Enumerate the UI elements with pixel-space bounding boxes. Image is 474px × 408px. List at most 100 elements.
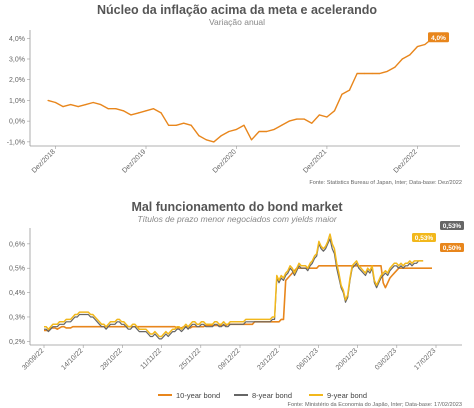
chart1-data-point xyxy=(137,112,140,114)
chart1-data-point xyxy=(54,101,57,104)
chart1-data-point xyxy=(235,128,238,131)
chart1-source: Fonte: Statistics Bureau of Japan, Inter… xyxy=(309,180,462,186)
chart2-plot: 0,6% 0,5% 0,4% 0,3% 0,2%30/09/22 14/10/22 28/1… xyxy=(9,221,464,372)
chart1-data-point xyxy=(258,130,260,133)
chart1-data-point xyxy=(273,128,275,131)
chart2-x-tick-label: 20/01/23 xyxy=(335,347,359,371)
chart1-data-point xyxy=(130,114,132,116)
chart2-x-tick-label: 11/11/22 xyxy=(140,347,164,371)
chart1-end-badge xyxy=(428,32,449,43)
chart2-end-label: 0,53% xyxy=(415,235,434,242)
chart1-data-point xyxy=(213,141,215,143)
chart1-data-point xyxy=(175,124,177,126)
chart1-data-point xyxy=(160,112,162,114)
chart1-data-point xyxy=(341,93,343,95)
chart2-x-tick-label: 23/12/22 xyxy=(256,347,280,371)
chart1-data-point xyxy=(318,114,320,116)
chart1-data-point xyxy=(243,124,245,126)
chart2-y-tick-label: 0,2% xyxy=(9,339,25,346)
chart1-data-point xyxy=(198,135,200,137)
chart2-x-tick-label: 06/01/23 xyxy=(296,347,320,371)
chart1-data-point xyxy=(303,118,305,120)
chart1-data-point xyxy=(394,66,396,68)
chart2-x-tick-label: 25/11/22 xyxy=(178,347,202,371)
chart2-x-tick-label: 30/09/22 xyxy=(21,347,45,371)
chart1-data-point xyxy=(424,43,426,46)
chart1-data-point xyxy=(100,103,102,106)
chart1-data-point xyxy=(70,103,72,106)
chart1-data-point xyxy=(296,118,298,120)
chart2-source: Fonte: Ministério da Economia do Japão, … xyxy=(288,402,462,408)
chart2-subtitle: Títulos de prazo menor negociados com yi… xyxy=(137,214,338,224)
chart2-x-tick-label: 17/02/23 xyxy=(413,347,437,371)
chart2-end-label: 0,53% xyxy=(443,223,462,230)
chart1-subtitle: Variação anual xyxy=(209,17,265,27)
chart1-data-point xyxy=(183,122,185,124)
chart1-data-point xyxy=(333,110,336,112)
chart2-legend: 10-year bond 8-year bond 9-year bond xyxy=(158,391,367,400)
chart1-data-point xyxy=(228,130,230,133)
chart1-data-point xyxy=(311,122,313,124)
chart2-end-badge xyxy=(440,221,464,230)
chart1-y-tick-label: 1,0% xyxy=(9,98,25,105)
chart1-x-tick-label: Dez/2022 xyxy=(393,148,419,174)
chart2-end-badge xyxy=(412,233,436,242)
chart1-data-point xyxy=(371,72,373,75)
chart1-data-point xyxy=(348,89,351,91)
chart1-data-point xyxy=(356,72,358,75)
chart1-data-point xyxy=(326,116,328,118)
chart2-end-label: 0,50% xyxy=(443,245,462,252)
chart1-data-point xyxy=(77,106,79,108)
chart1-plot: 4,0% 3,0% 2,0% 1,0% 0,0% -1,0% Dez/2018 Dez/201… xyxy=(7,30,460,175)
chart1-data-point xyxy=(168,124,170,126)
legend-label-9-year: 9-year bond xyxy=(327,391,367,400)
chart1-y-tick-label: 3,0% xyxy=(9,57,25,64)
chart1-data-point xyxy=(85,103,87,106)
chart1-data-point xyxy=(205,139,207,141)
chart2-y-tick-label: 0,4% xyxy=(9,290,25,297)
chart2-series-line-9-year-bond xyxy=(44,233,424,338)
chart1-data-point xyxy=(92,101,94,104)
chart1-y-tick-label: 2,0% xyxy=(9,77,25,84)
chart2-x-tick-label: 09/12/22 xyxy=(217,347,241,371)
chart1-data-point xyxy=(220,135,222,137)
chart1-x-tick-label: Dez/2020 xyxy=(212,148,238,174)
chart1-data-point xyxy=(62,106,64,108)
chart2-x-tick-label: 28/10/22 xyxy=(100,347,124,371)
chart1-x-tick-label: Dez/2018 xyxy=(31,148,57,174)
chart2-title: Mal funcionamento do bond market xyxy=(131,200,343,214)
chart2-y-tick-label: 0,6% xyxy=(9,241,25,248)
chart1-y-tick-label: -1,0% xyxy=(7,139,25,146)
chart1-data-point xyxy=(364,72,366,75)
chart1-data-point xyxy=(152,108,155,110)
chart1-data-point xyxy=(416,45,418,48)
chart2-x-tick-label: 14/10/22 xyxy=(60,347,84,371)
chart1-data-point xyxy=(250,139,253,141)
chart1-data-point xyxy=(47,99,49,102)
chart1-data-point xyxy=(386,70,388,73)
chart1-title: Núcleo da inflação acima da meta e acele… xyxy=(97,3,377,17)
chart1-end-label: 4,0% xyxy=(431,35,446,42)
legend-label-8-year: 8-year bond xyxy=(252,391,292,400)
chart1-data-point xyxy=(401,58,403,60)
chart2-y-tick-label: 0,3% xyxy=(9,314,25,321)
chart1-data-point xyxy=(409,54,411,56)
chart2-x-tick-label: 03/02/23 xyxy=(374,347,398,371)
chart1-x-tick-label: Dez/2019 xyxy=(121,148,147,174)
chart1-series-line xyxy=(47,37,440,143)
chart1-data-point xyxy=(379,72,381,75)
chart1-data-point xyxy=(122,110,124,112)
chart1-data-point xyxy=(107,108,109,110)
chart1-x-tick-label: Dez/2021 xyxy=(302,148,328,174)
chart1-data-point xyxy=(266,130,268,133)
chart1-y-tick-label: 4,0% xyxy=(9,36,25,43)
chart1-y-tick-label: 0,0% xyxy=(9,119,25,126)
chart2-series-line-8-year-bond xyxy=(44,238,424,340)
chart1-data-point xyxy=(190,124,192,126)
chart1-data-point xyxy=(288,120,290,122)
chart1-data-point xyxy=(115,108,117,110)
legend-label-10-year: 10-year bond xyxy=(176,391,220,400)
chart2-end-badge xyxy=(440,243,464,252)
